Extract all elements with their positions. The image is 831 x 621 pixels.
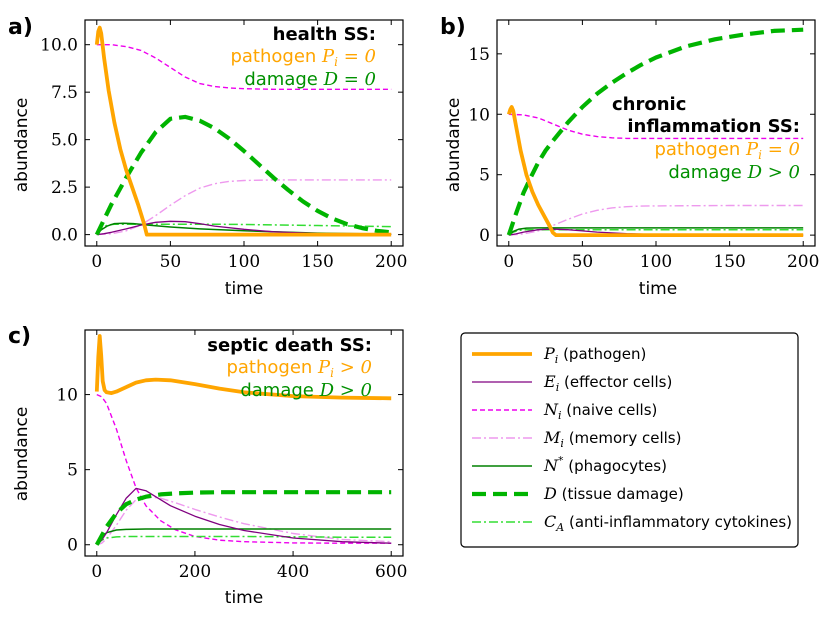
panel-a: a) abundance time 0 50 100 150 200 0.0 2.5 5.0 7… <box>8 15 407 299</box>
y-tick-label: 0.0 <box>51 226 78 246</box>
panel-a-pathogen-note: pathogen Pi = 0 <box>230 46 376 69</box>
series-line-naive <box>96 44 392 91</box>
panel-a-damage-note: damage D = 0 <box>244 69 376 90</box>
panel-c-xlabel: time <box>225 588 263 608</box>
legend-label-damage: D (tissue damage) <box>543 484 684 503</box>
panel-c-annotation: septic death SS: pathogen Pi > 0 damage … <box>207 335 372 401</box>
x-tick-label: 200 <box>787 252 819 272</box>
panel-b-pathogen-note: pathogen Pi = 0 <box>654 139 800 162</box>
legend-label-phagocytes: N* (phagocytes) <box>543 454 667 475</box>
panel-b-ylabel: abundance <box>444 98 464 193</box>
series-line-memory <box>96 179 392 236</box>
panel-c-label: c) <box>8 324 31 349</box>
y-tick-label: 5 <box>479 166 490 186</box>
x-tick-label: 0 <box>91 252 102 272</box>
panel-b-ss-title-2: inflammation SS: <box>627 116 800 137</box>
panel-b-xlabel: time <box>639 279 677 299</box>
panel-b-annotation: chronic inflammation SS: pathogen Pi = 0… <box>612 94 800 183</box>
panel-a-ylabel: abundance <box>12 98 32 193</box>
x-tick-label: 0 <box>503 252 514 272</box>
y-tick-label: 0 <box>479 226 490 246</box>
x-tick-label: 100 <box>228 252 260 272</box>
x-tick-label: 50 <box>160 252 182 272</box>
panel-c-damage-note: damage D > 0 <box>240 380 372 401</box>
y-tick-label: 5 <box>67 461 78 481</box>
y-tick-label: 5.0 <box>51 131 78 151</box>
panel-c-ss-title: septic death SS: <box>207 335 372 356</box>
series-line-naive <box>508 113 804 140</box>
y-tick-label: 10 <box>56 386 78 406</box>
series-line-cytokines <box>96 535 392 546</box>
legend: Pi (pathogen) Ei (effector cells) Ni (naiv… <box>460 332 799 548</box>
series-line-memory <box>96 496 392 546</box>
panel-b-damage-note: damage D > 0 <box>668 162 800 183</box>
series-line-damage <box>506 27 804 236</box>
panel-b: b) abundance time 0 50 100 150 200 0 5 10 15 chr… <box>440 15 819 299</box>
panel-c-ylabel: abundance <box>12 407 32 502</box>
panel-a-xlabel: time <box>225 279 263 299</box>
series-line-phagocytes <box>96 222 392 236</box>
series-line-pathogen <box>94 25 392 237</box>
legend-items: Pi (pathogen) Ei (effector cells) Ni (naiv… <box>472 344 792 534</box>
panel-c-pathogen-note: pathogen Pi > 0 <box>226 357 372 380</box>
legend-label-naive: Ni (naive cells) <box>543 400 657 422</box>
series-line-memory <box>508 204 804 236</box>
panel-c: c) abundance time 0 200 400 600 0 5 10 septic … <box>8 324 407 608</box>
panel-a-label: a) <box>8 15 33 40</box>
series-line-pathogen <box>94 334 392 401</box>
y-tick-label: 0 <box>67 536 78 556</box>
x-tick-label: 200 <box>179 562 211 582</box>
x-tick-label: 150 <box>301 252 333 272</box>
panel-b-lines <box>506 27 804 238</box>
panel-a-annotation: health SS: pathogen Pi = 0 damage D = 0 <box>230 24 376 90</box>
legend-label-cytokines: CA (anti-inflammatory cytokines) <box>544 512 792 534</box>
x-tick-label: 600 <box>375 562 407 582</box>
series-line-damage <box>94 114 392 236</box>
panel-a-lines <box>94 25 392 237</box>
panel-c-lines <box>94 334 392 546</box>
panel-b-ss-title-1: chronic <box>612 94 686 115</box>
x-tick-label: 50 <box>572 252 594 272</box>
y-tick-label: 15 <box>468 45 490 65</box>
x-tick-label: 400 <box>277 562 309 582</box>
y-tick-label: 10.0 <box>40 36 78 56</box>
y-tick-label: 7.5 <box>51 83 78 103</box>
panel-a-ss-title: health SS: <box>273 24 376 45</box>
panel-b-label: b) <box>440 15 466 40</box>
series-line-effector <box>96 220 392 236</box>
y-tick-label: 2.5 <box>51 178 78 198</box>
panel-c-frame <box>84 329 404 557</box>
panel-a-ticks: 0 50 100 150 200 0.0 2.5 5.0 7.5 10.0 <box>40 20 407 272</box>
legend-label-effector: Ei (effector cells) <box>543 372 672 394</box>
y-tick-label: 10 <box>468 105 490 125</box>
series-line-cytokines <box>96 223 392 236</box>
x-tick-label: 150 <box>713 252 745 272</box>
legend-label-pathogen: Pi (pathogen) <box>543 344 646 366</box>
series-line-pathogen <box>506 105 804 238</box>
series-line-naive <box>96 393 392 544</box>
legend-frame <box>460 332 799 548</box>
x-tick-label: 200 <box>375 252 407 272</box>
x-tick-label: 100 <box>640 252 672 272</box>
panel-b-ticks: 0 50 100 150 200 0 5 10 15 <box>468 20 819 272</box>
panel-b-frame <box>496 19 816 247</box>
legend-label-memory: Mi (memory cells) <box>543 428 681 450</box>
series-line-phagocytes <box>508 227 804 236</box>
panel-c-ticks: 0 200 400 600 0 5 10 <box>56 330 407 582</box>
series-line-damage <box>94 490 392 546</box>
panel-a-frame <box>84 19 404 247</box>
x-tick-label: 0 <box>91 562 102 582</box>
series-line-effector <box>96 487 392 546</box>
